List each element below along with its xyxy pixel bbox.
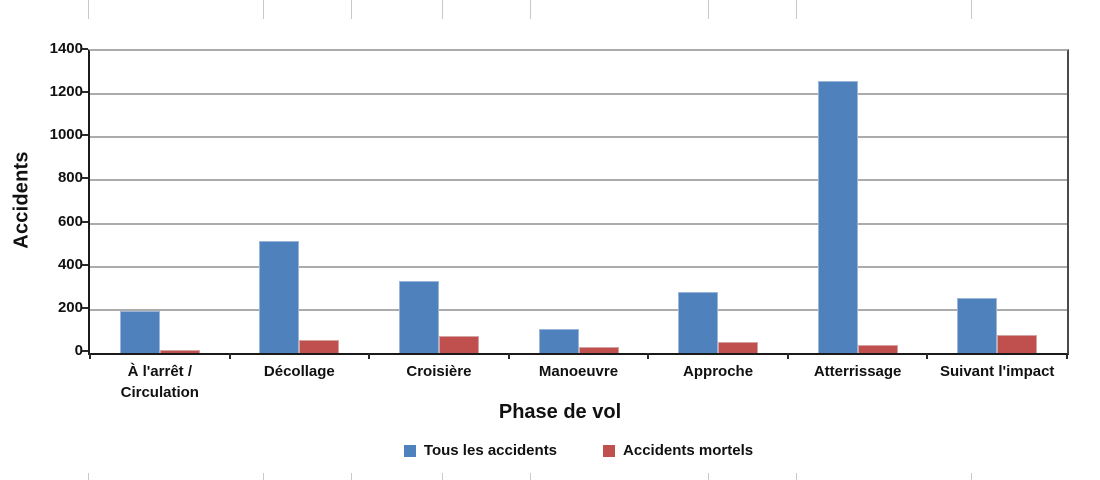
bar-tous-les-accidents-de-collage [259,241,300,353]
x-category-label: Atterrissage [788,361,928,382]
x-category-label: À l'arrêt / Circulation [90,361,230,403]
bar-accidents-mortels-atterrissage [857,345,898,353]
x-category-label: Approche [648,361,788,382]
y-tick-mark [82,350,88,352]
sheet-gridline [796,0,797,19]
y-tick-mark [82,220,88,223]
plot-area [88,49,1069,355]
sheet-gridline [708,0,709,19]
sheet-gridline [442,473,443,480]
x-tick-mark [368,353,371,359]
y-tick-label: 400 [57,255,83,273]
gridline [90,265,1067,268]
y-tick-mark [82,263,88,266]
sheet-gridline [351,0,352,19]
gridline [90,93,1067,96]
x-category-label: Suivant l'impact [927,361,1067,382]
legend-label-all-accidents: Tous les accidents [423,442,558,459]
y-tick-label: 800 [57,169,83,187]
sheet-gridline [442,0,443,19]
sheet-gridline [708,473,709,480]
y-tick-mark [82,306,88,309]
gridline [90,308,1067,311]
sheet-gridline [263,473,264,480]
legend-swatch-red-icon [603,444,616,457]
legend: Tous les accidents Accidents mortels [90,442,1067,459]
sheet-gridline [796,473,797,480]
y-tick-label: 600 [57,212,83,230]
bar-accidents-mortels-suivant-l-impact [997,335,1038,353]
bar-accidents-mortels-croisie-re [438,336,479,353]
sheet-gridline [263,0,264,19]
y-tick-mark [82,48,88,50]
sheet-gridline [971,473,972,480]
x-tick-mark [926,353,929,359]
gridline [90,136,1067,139]
legend-item-all-accidents: Tous les accidents [403,442,558,459]
x-tick-mark [228,353,231,359]
y-tick-label: 0 [74,342,83,359]
bar-tous-les-accidents-manoeuvre [538,329,579,353]
x-category-label-text: Suivant l'impact [939,363,1055,380]
x-category-label-text: Manoeuvre [538,363,619,380]
bar-accidents-mortels-a-l-arre-t-circulation [159,350,200,353]
bar-tous-les-accidents-approche [678,292,719,353]
x-tick-mark [1066,353,1068,359]
sheet-gridline [88,0,89,19]
x-tick-mark [786,353,789,359]
y-tick-mark [82,134,88,137]
x-tick-mark [507,353,510,359]
bar-tous-les-accidents-croisie-re [398,281,439,353]
x-category-label-text: Approche [683,363,754,380]
x-category-label: Croisière [369,361,509,382]
x-category-label-text: Croisière [406,363,472,380]
sheet-gridline [88,473,89,480]
bar-accidents-mortels-manoeuvre [578,347,619,353]
sheet-gridline [351,473,352,480]
x-axis-title: Phase de vol [498,401,622,423]
gridline [90,179,1067,182]
y-tick-mark [82,177,88,180]
bar-tous-les-accidents-atterrissage [817,81,858,353]
legend-label-fatal-accidents: Accidents mortels [623,442,754,459]
x-category-label-text: Atterrissage [813,363,902,380]
x-tick-mark [89,353,91,359]
gridline [90,222,1067,225]
y-tick-mark [82,91,88,94]
x-category-label-text: Décollage [263,363,335,380]
y-axis-title: Accidents [10,151,33,249]
legend-item-fatal-accidents: Accidents mortels [603,442,753,459]
x-tick-mark [647,353,650,359]
legend-swatch-blue-icon [403,444,416,457]
bar-tous-les-accidents-a-l-arre-t-circulation [119,311,160,353]
sheet-gridline [971,0,972,19]
x-category-label-text: À l'arrêt / Circulation [120,363,199,401]
x-category-label: Décollage [230,361,370,382]
y-tick-label: 1000 [49,126,83,144]
sheet-gridline [530,0,531,19]
y-tick-label: 200 [57,298,83,316]
bar-accidents-mortels-de-collage [299,340,340,353]
sheet-gridline [530,473,531,480]
y-tick-label: 1200 [49,83,83,101]
bar-tous-les-accidents-suivant-l-impact [957,298,998,353]
y-tick-label: 1400 [49,40,83,57]
bar-accidents-mortels-approche [718,342,759,353]
x-category-label: Manoeuvre [509,361,649,382]
